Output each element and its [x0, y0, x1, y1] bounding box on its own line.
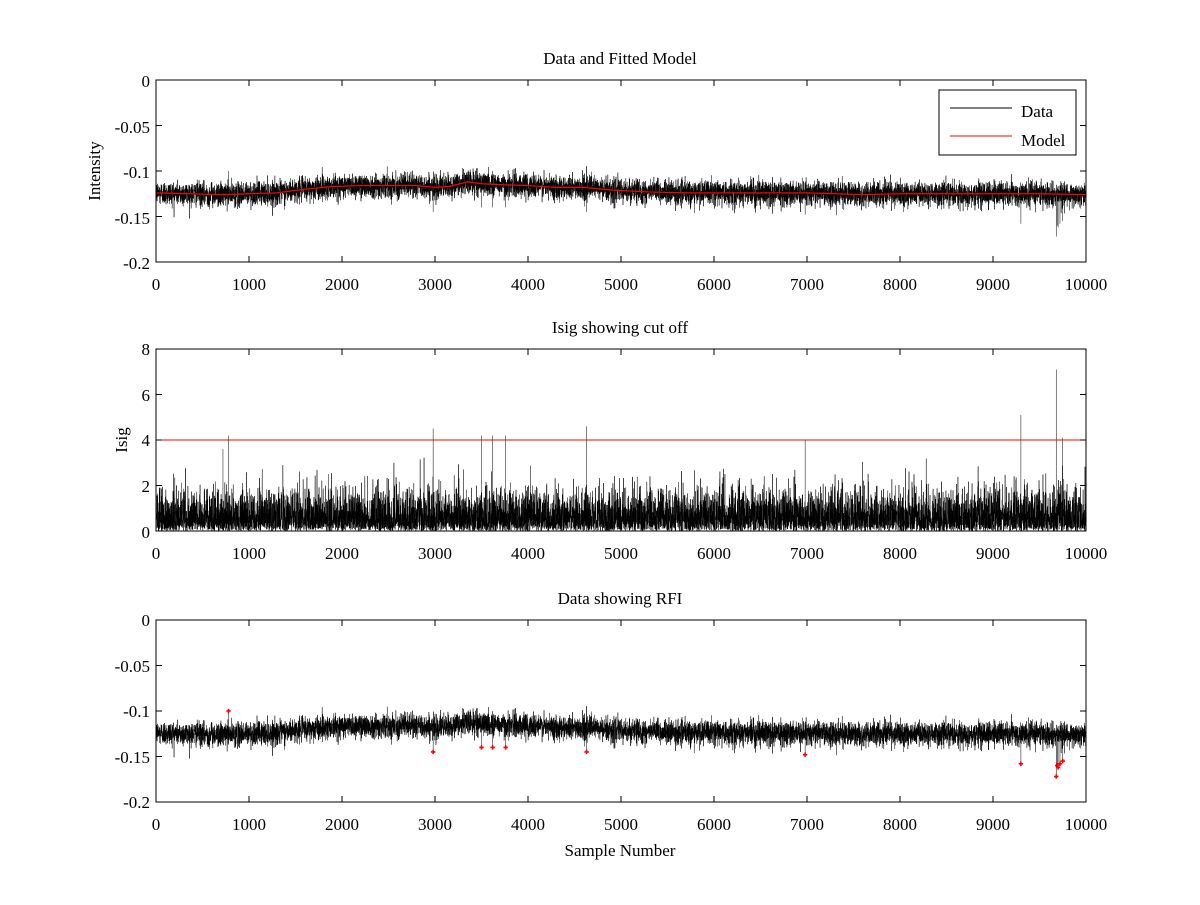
x-tick-label: 5000 — [604, 815, 638, 834]
rfi-point — [1055, 765, 1061, 770]
y-tick-label: -0.05 — [115, 657, 150, 676]
legend: Data Model — [938, 89, 1077, 156]
x-tick-labels: 0 1000 2000 3000 4000 5000 6000 7000 800… — [152, 815, 1108, 834]
panel-data-and-fitted-model: Data and Fitted Model Intensity 0 -0.05 … — [85, 49, 1107, 294]
y-tick-labels: 0 -0.05 -0.1 -0.15 -0.2 — [115, 72, 150, 273]
series-line-data — [155, 166, 1087, 237]
x-tick-labels: 0 1000 2000 3000 4000 5000 6000 7000 800… — [152, 275, 1108, 294]
y-tick-label: -0.2 — [123, 254, 150, 273]
y-tick-label: 0 — [142, 523, 151, 542]
x-tick-label: 10000 — [1065, 815, 1108, 834]
x-tick-label: 9000 — [976, 544, 1010, 563]
rfi-point — [479, 745, 484, 750]
rfi-point — [1054, 774, 1059, 779]
y-tick-labels: 0 -0.05 -0.1 -0.15 -0.2 — [115, 611, 150, 812]
y-tick-labels: 0 2 4 6 8 — [142, 340, 151, 542]
y-tick-label: -0.15 — [115, 748, 150, 767]
axes-box — [155, 348, 1087, 532]
y-axis-label: Isig — [112, 427, 131, 453]
y-tick-label: 6 — [142, 386, 151, 405]
panel-isig-showing-cut-off: Isig showing cut off Isig 0 2 4 6 8 0 10… — [112, 318, 1107, 563]
x-tick-label: 4000 — [511, 275, 545, 294]
x-tick-label: 2000 — [325, 275, 359, 294]
x-tick-label: 3000 — [418, 815, 452, 834]
y-tick-label: 2 — [142, 477, 151, 496]
rfi-point — [1060, 758, 1065, 764]
x-axis-label: Sample Number — [565, 841, 676, 860]
x-tick-label: 2000 — [325, 815, 359, 834]
x-tick-label: 4000 — [511, 815, 545, 834]
y-tick-label: -0.05 — [115, 118, 150, 137]
axes-box — [155, 619, 1087, 803]
x-tick-label: 6000 — [697, 275, 731, 294]
legend-label-data: Data — [1021, 102, 1054, 121]
rfi-point — [802, 752, 808, 757]
x-tick-label: 7000 — [790, 815, 824, 834]
x-tick-label: 4000 — [511, 544, 545, 563]
rfi-point — [1018, 761, 1024, 766]
series-line-model — [155, 181, 1087, 196]
x-tick-label: 3000 — [418, 275, 452, 294]
plot-marks — [155, 706, 1087, 779]
panel-data-showing-rfi: Data showing RFI 0 -0.05 -0.1 -0.15 -0.2… — [115, 589, 1108, 860]
y-tick-label: 8 — [142, 340, 151, 359]
x-tick-label: 1000 — [232, 275, 266, 294]
x-tick-labels: 0 1000 2000 3000 4000 5000 6000 7000 800… — [152, 544, 1108, 563]
legend-label-model: Model — [1021, 131, 1066, 150]
panel-title: Data and Fitted Model — [543, 49, 697, 68]
x-tick-label: 1000 — [232, 815, 266, 834]
x-tick-label: 5000 — [604, 275, 638, 294]
series-line-data — [155, 706, 1087, 777]
x-tick-label: 1000 — [232, 544, 266, 563]
x-tick-label: 7000 — [790, 544, 824, 563]
x-tick-label: 10000 — [1065, 544, 1108, 563]
y-tick-label: -0.15 — [115, 209, 150, 228]
y-tick-label: -0.2 — [123, 793, 150, 812]
x-tick-label: 9000 — [976, 815, 1010, 834]
x-tick-label: 8000 — [883, 544, 917, 563]
axes-box — [155, 79, 1087, 263]
rfi-point — [1057, 761, 1063, 766]
panel-title: Data showing RFI — [558, 589, 683, 608]
x-tick-label: 10000 — [1065, 275, 1108, 294]
x-tick-label: 8000 — [883, 275, 917, 294]
x-tick-label: 0 — [152, 544, 161, 563]
y-tick-label: -0.1 — [123, 702, 150, 721]
x-tick-label: 6000 — [697, 544, 731, 563]
x-tick-label: 0 — [152, 815, 161, 834]
x-tick-label: 0 — [152, 275, 161, 294]
y-tick-label: -0.1 — [123, 163, 150, 182]
rfi-point — [503, 745, 508, 750]
plot-marks — [155, 369, 1087, 532]
x-tick-label: 3000 — [418, 544, 452, 563]
y-tick-label: 0 — [142, 611, 151, 630]
legend-box — [938, 89, 1077, 156]
series-line-isig — [155, 369, 1087, 532]
x-tick-label: 8000 — [883, 815, 917, 834]
y-tick-label: 4 — [142, 431, 151, 450]
plot-marks — [155, 166, 1087, 237]
rfi-point — [226, 708, 231, 714]
x-tick-label: 7000 — [790, 275, 824, 294]
y-axis-label: Intensity — [85, 141, 104, 201]
rfi-point — [490, 745, 495, 750]
x-tick-label: 9000 — [976, 275, 1010, 294]
x-tick-label: 6000 — [697, 815, 731, 834]
panel-title: Isig showing cut off — [552, 318, 688, 337]
x-tick-label: 2000 — [325, 544, 359, 563]
x-tick-label: 5000 — [604, 544, 638, 563]
y-tick-label: 0 — [142, 72, 151, 91]
rfi-point — [430, 749, 436, 755]
rfi-point — [584, 749, 589, 755]
